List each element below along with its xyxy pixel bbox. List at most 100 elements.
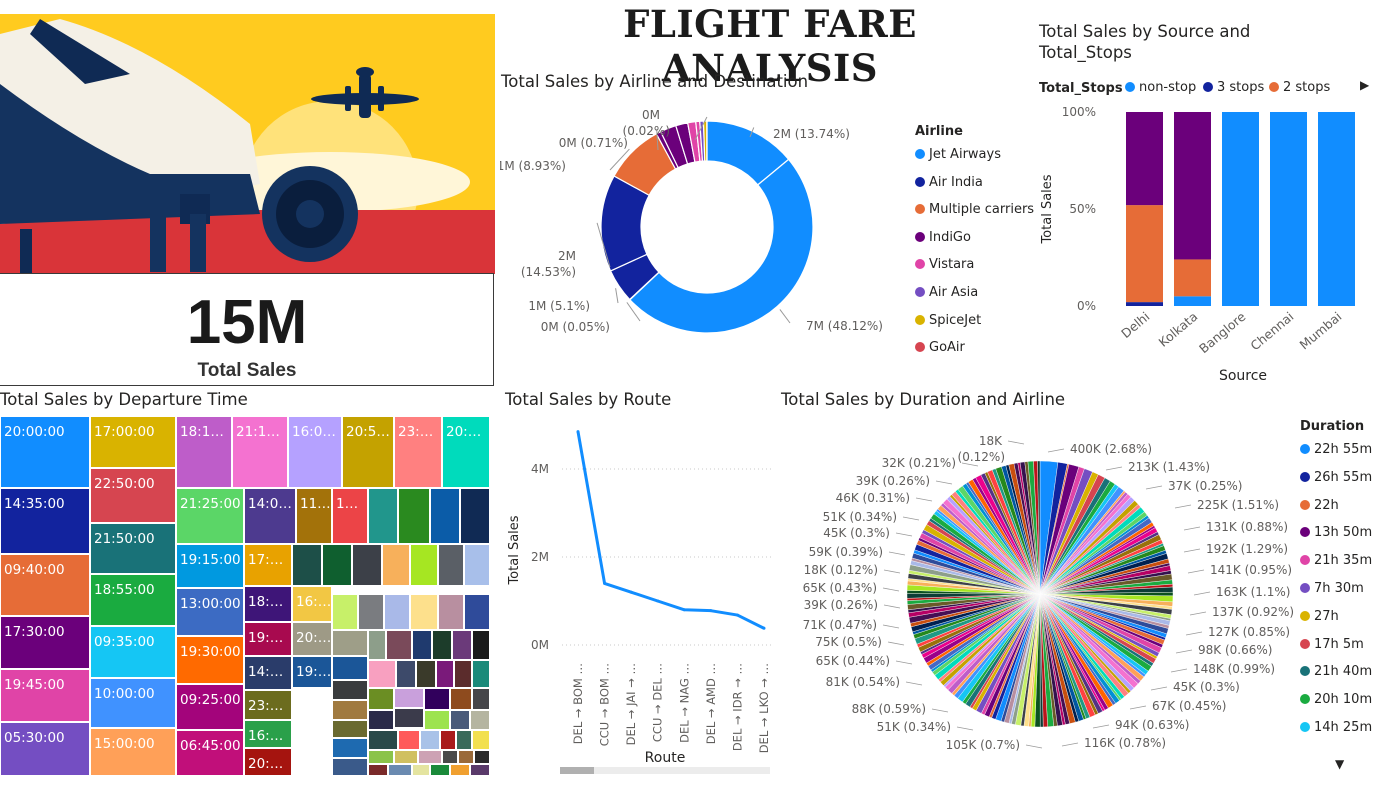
treemap-tile[interactable]: 1…: [332, 488, 368, 544]
line-point[interactable]: [762, 626, 766, 630]
line-point[interactable]: [709, 609, 713, 613]
treemap-tile[interactable]: 17:00:00: [90, 416, 176, 468]
donut-chart[interactable]: 2M (13.74%) 7M (48.12%) 0M (0.05%) 1M (5.1%…: [500, 95, 910, 385]
line-series[interactable]: [576, 431, 765, 630]
treemap-tile[interactable]: 06:45:00: [176, 730, 244, 776]
treemap-tile[interactable]: [472, 730, 490, 750]
treemap-tile[interactable]: [368, 488, 398, 544]
treemap-tile[interactable]: [332, 720, 368, 738]
treemap-tile[interactable]: [474, 750, 490, 764]
pie-legend-item-14h-25m[interactable]: 14h 25m: [1300, 720, 1372, 735]
treemap-tile[interactable]: [332, 630, 368, 656]
treemap-tile[interactable]: [460, 488, 490, 544]
line-point[interactable]: [682, 608, 686, 612]
treemap-tile[interactable]: 17:30:00: [0, 616, 90, 669]
treemap-tile[interactable]: 14:…: [244, 656, 292, 690]
donut-legend-item-air-asia[interactable]: Air Asia: [915, 285, 978, 300]
line-point[interactable]: [576, 430, 580, 434]
treemap-tile[interactable]: [368, 660, 396, 688]
treemap-tile[interactable]: [398, 488, 430, 544]
treemap-tile[interactable]: [464, 544, 490, 586]
donut-legend-item-jet-airways[interactable]: Jet Airways: [915, 147, 1001, 162]
legend-scroll-down-icon[interactable]: ▼: [1335, 757, 1345, 771]
donut-legend-item-vistara[interactable]: Vistara: [915, 257, 974, 272]
treemap-tile[interactable]: 22:50:00: [90, 468, 176, 523]
treemap-tile[interactable]: [416, 660, 436, 688]
scrollbar-thumb[interactable]: [560, 767, 594, 774]
donut-legend-item-air-india[interactable]: Air India: [915, 175, 983, 190]
stacked-legend-2-stops[interactable]: 2 stops: [1269, 80, 1330, 95]
treemap-tile[interactable]: [450, 688, 472, 710]
treemap-tile[interactable]: [438, 544, 464, 586]
stacked-legend-non-stop[interactable]: non-stop: [1125, 80, 1196, 95]
pie-legend-item-17h-5m[interactable]: 17h 5m: [1300, 637, 1364, 652]
treemap-tile[interactable]: 13:00:00: [176, 588, 244, 636]
line-chart[interactable]: 0M 2M 4M Total Sales DEL → BOM … CCU → BOM … D…: [500, 415, 780, 780]
pie-chart[interactable]: 400K (2.68%) 213K (1.43%) 37K (0.25%) 225K …: [780, 420, 1295, 780]
scrollbar-track[interactable]: [560, 767, 770, 774]
treemap-tile[interactable]: 20:…: [292, 622, 332, 656]
treemap-tile[interactable]: [332, 738, 368, 758]
stacked-bar-segment[interactable]: [1270, 112, 1307, 306]
legend-next-icon[interactable]: ▶: [1360, 78, 1370, 92]
treemap-tile[interactable]: [456, 730, 472, 750]
treemap-tile[interactable]: [394, 708, 424, 728]
treemap-tile[interactable]: [430, 764, 450, 776]
stacked-bar-segment[interactable]: [1222, 112, 1259, 306]
pie-legend-item-22h[interactable]: 22h: [1300, 498, 1339, 513]
treemap-tile[interactable]: [394, 750, 418, 764]
treemap-tile[interactable]: [436, 660, 454, 688]
treemap-tile[interactable]: [332, 700, 368, 720]
treemap-tile[interactable]: 09:25:00: [176, 684, 244, 730]
treemap-tile[interactable]: [472, 660, 490, 688]
treemap-tile[interactable]: 21:50:00: [90, 523, 176, 574]
stacked-bar-segment[interactable]: [1126, 205, 1163, 303]
line-point[interactable]: [656, 599, 660, 603]
treemap-tile[interactable]: [382, 544, 410, 586]
treemap-tile[interactable]: [368, 710, 394, 730]
treemap-tile[interactable]: [322, 544, 352, 586]
treemap-tile[interactable]: [472, 688, 490, 710]
treemap-tile[interactable]: [388, 764, 412, 776]
treemap-tile[interactable]: 19:45:00: [0, 669, 90, 722]
treemap-tile[interactable]: [470, 764, 490, 776]
stacked-bar-segment[interactable]: [1126, 302, 1163, 306]
treemap-tile[interactable]: [424, 688, 450, 710]
treemap-tile[interactable]: [412, 764, 430, 776]
treemap-tile[interactable]: [358, 594, 384, 630]
treemap-tile[interactable]: 16:…: [292, 586, 332, 622]
treemap-tile[interactable]: 20:…: [244, 748, 292, 776]
treemap-tile[interactable]: [398, 730, 420, 750]
stacked-bar-segment[interactable]: [1126, 112, 1163, 206]
treemap-tile[interactable]: [332, 758, 368, 776]
treemap-tile[interactable]: [410, 544, 438, 586]
treemap-tile[interactable]: 14:35:00: [0, 488, 90, 554]
treemap-tile[interactable]: [332, 656, 368, 680]
stacked-bar-segment[interactable]: [1318, 112, 1355, 306]
stacked-legend-3-stops[interactable]: 3 stops: [1203, 80, 1264, 95]
treemap-tile[interactable]: [438, 594, 464, 630]
treemap-tile[interactable]: [454, 660, 472, 688]
treemap-tile[interactable]: [368, 630, 386, 660]
stacked-bar-segment[interactable]: [1174, 112, 1211, 260]
line-point[interactable]: [735, 613, 739, 617]
treemap-tile[interactable]: 18:…: [244, 586, 292, 622]
pie-legend-item-21h-40m[interactable]: 21h 40m: [1300, 664, 1372, 679]
line-point[interactable]: [603, 581, 607, 585]
pie-slice[interactable]: [1037, 460, 1041, 595]
donut-legend-item-indigo[interactable]: IndiGo: [915, 230, 971, 245]
treemap-tile[interactable]: [464, 594, 490, 630]
treemap-tile[interactable]: [412, 630, 432, 660]
treemap-tile[interactable]: 21:1…: [232, 416, 288, 488]
treemap-tile[interactable]: [430, 488, 460, 544]
treemap-tile[interactable]: 10:00:00: [90, 678, 176, 728]
treemap-tile[interactable]: [440, 730, 456, 750]
pie-legend-item-27h[interactable]: 27h: [1300, 609, 1339, 624]
treemap-tile[interactable]: 19:30:00: [176, 636, 244, 684]
treemap-tile[interactable]: [292, 544, 322, 586]
pie-legend-item-7h-30m[interactable]: 7h 30m: [1300, 581, 1364, 596]
stacked-chart[interactable]: 0% 50% 100% Total Sales Delhi KolkataBanglore…: [1035, 100, 1375, 390]
treemap-tile[interactable]: [394, 688, 424, 708]
treemap-tile[interactable]: 20:00:00: [0, 416, 90, 488]
treemap-tile[interactable]: [332, 680, 368, 700]
